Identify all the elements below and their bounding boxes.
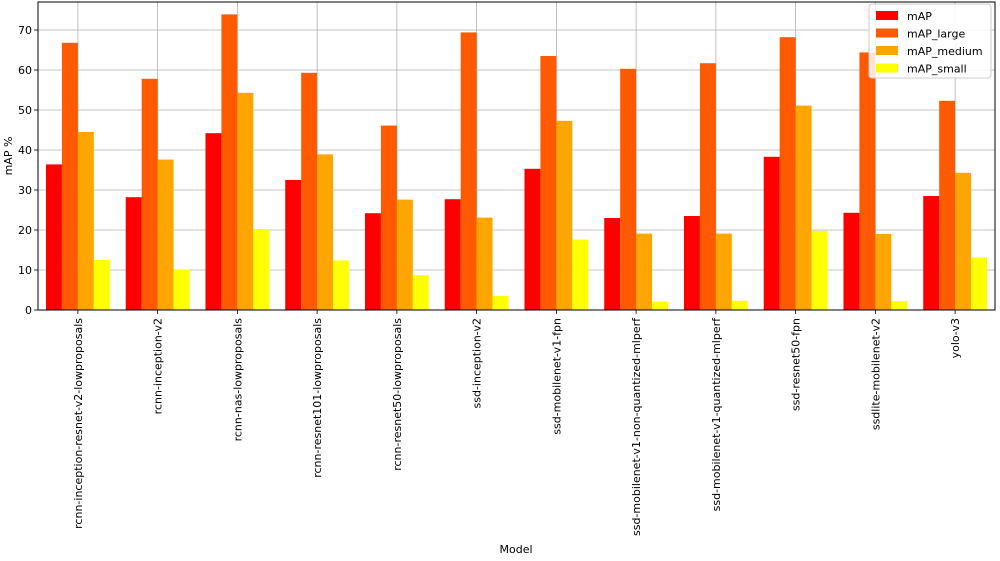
bar-mAP_large [859,52,876,311]
x-tick-label: ssdlite-mobilenet-v2 [869,318,882,430]
y-axis-title: mAP % [2,137,15,176]
bar-mAP_small [731,300,748,310]
bar-mAP_medium [157,159,174,310]
y-tick-label: 60 [18,64,32,77]
bar-mAP_small [93,260,110,310]
y-tick-label: 40 [18,144,32,157]
bar-mAP_large [460,32,477,311]
bar-mAP [444,199,461,310]
legend-swatch-mAP [876,11,898,20]
legend-swatch-mAP_small [876,63,898,73]
x-tick-labels: rcnn-inception-resnet-v2-lowproposals rcn… [72,317,962,536]
bar-mAP_medium [476,217,493,310]
legend-box [868,3,992,79]
bar-mAP [364,213,381,310]
bar-mAP_small [971,257,988,310]
x-tick-label: rcnn-nas-lowproposals [231,318,244,442]
bar-mAP_medium [77,132,94,310]
x-tick-label: ssd-mobilenet-v1-fpn [550,318,563,435]
bar-mAP_medium [955,172,972,310]
bar-mAP_medium [636,233,653,310]
bar-mAP [683,216,700,310]
bar-mAP [524,168,541,310]
bars [45,14,988,311]
bar-mAP_large [141,78,158,310]
x-tick-label: ssd-mobilenet-v1-non-quantized-mlperf [630,317,643,536]
legend-label-mAP_medium: mAP_medium [907,45,983,58]
bar-mAP [843,212,860,310]
bar-mAP_large [380,125,397,310]
bar-mAP_small [811,230,828,310]
x-tick-label: rcnn-resnet50-lowproposals [391,318,404,471]
bar-mAP_small [492,296,509,310]
bar-mAP [604,218,621,310]
bar-mAP_large [540,56,557,310]
axes [34,1,996,314]
legend: mAP mAP_large mAP_medium mAP_small [868,3,992,79]
legend-label-mAP_small: mAP_small [907,63,967,76]
bar-mAP [125,197,142,310]
y-tick-label: 20 [18,224,32,237]
bar-mAP_medium [237,92,254,310]
bar-mAP_medium [317,154,334,310]
bar-mAP_large [699,63,716,311]
legend-swatch-mAP_medium [876,46,898,55]
y-tick-label: 50 [18,104,32,117]
bar-mAP_medium [715,233,732,310]
bar-mAP [45,164,62,310]
bar-mAP_medium [875,234,892,310]
bar-mAP [923,196,940,310]
bar-mAP_large [61,42,78,311]
bar-mAP [205,133,222,310]
bar-mAP_large [221,14,238,311]
legend-label-mAP: mAP [907,10,932,23]
bar-mAP_small [253,230,270,310]
bar-mAP_small [412,275,429,310]
bar-mAP_medium [556,120,573,310]
bar-mAP_large [620,68,637,310]
bar-mAP_medium [396,199,413,310]
bar-mAP_small [652,301,669,310]
y-tick-label: 70 [18,24,32,37]
x-tick-label: ssd-inception-v2 [471,318,484,409]
x-tick-label: ssd-mobilenet-v1-quantized-mlperf [710,317,723,511]
plot-frame [37,1,996,311]
y-tick-label: 10 [18,264,32,277]
x-axis-title: Model [499,543,532,556]
bar-mAP_large [779,37,796,310]
bar-mAP_medium [795,105,812,310]
legend-swatch-mAP_large [876,28,898,38]
legend-label-mAP_large: mAP_large [907,28,965,41]
x-tick-label: ssd-resnet50-fpn [790,318,803,411]
bar-mAP [285,180,302,310]
x-tick-label: rcnn-inception-resnet-v2-lowproposals [72,318,85,529]
bar-mAP_small [333,260,350,310]
bar-mAP_small [173,269,190,310]
bar-mAP [763,156,780,310]
bar-mAP_large [939,100,956,310]
y-tick-labels: 0 10 20 30 40 50 60 70 [18,24,32,317]
x-tick-label: rcnn-resnet101-lowproposals [311,318,324,478]
x-tick-label: rcnn-inception-v2 [152,318,165,414]
bar-mAP_small [891,301,908,310]
y-tick-label: 30 [18,184,32,197]
bar-mAP_large [301,72,318,310]
y-tick-label: 0 [25,304,32,317]
x-tick-label: yolo-v3 [949,318,962,358]
bar-mAP_small [572,239,589,310]
